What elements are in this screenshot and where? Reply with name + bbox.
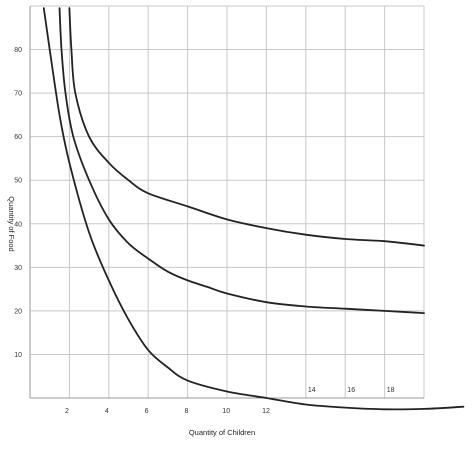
y-tick-labels: 10 20 30 40 50 60 70 80: [14, 47, 22, 359]
y-tick-label: 80: [14, 47, 22, 54]
indifference-curve-3: [42, 7, 465, 411]
x-tick-label: 10: [222, 408, 230, 415]
x-tick-label: 2: [65, 408, 69, 415]
y-tick-label: 60: [14, 134, 22, 141]
x-tick-label: 18: [387, 387, 395, 394]
y-axis-title: Quantity of Food: [7, 196, 16, 251]
x-tick-label: 16: [347, 387, 355, 394]
grid: [30, 5, 425, 398]
y-tick-label: 10: [14, 352, 22, 359]
y-tick-label: 50: [14, 178, 22, 185]
curves: [42, 7, 465, 411]
x-tick-label: 4: [105, 408, 109, 415]
x-tick-label: 12: [262, 408, 270, 415]
x-tick-label: 8: [184, 408, 188, 415]
x-tick-label: 6: [145, 408, 149, 415]
y-tick-label: 20: [14, 308, 22, 315]
y-tick-label: 70: [14, 91, 22, 98]
x-tick-label: 14: [308, 387, 316, 394]
y-tick-label: 40: [14, 221, 22, 228]
axes: [29, 6, 424, 399]
y-tick-label: 30: [14, 265, 22, 272]
indifference-curve-2: [68, 7, 425, 247]
x-tick-labels: 2 4 6 8 10 12 14 16 18: [65, 387, 395, 415]
x-axis-title: Quantity of Children: [189, 428, 255, 437]
indifference-curve-1: [58, 7, 425, 314]
